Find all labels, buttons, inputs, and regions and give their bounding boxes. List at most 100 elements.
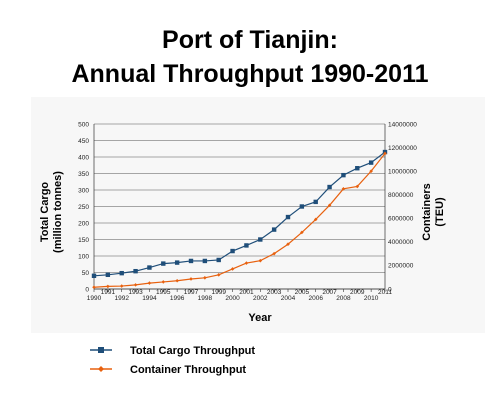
x-tick-label: 2006 [308,295,323,302]
legend-label-total-cargo: Total Cargo Throughput [130,345,255,357]
data-point-total-cargo [174,260,180,265]
x-tick-label: 2005 [295,289,310,296]
left-axis-ticks: 0 50 100 150 200 250 300 350 400 450 500 [78,121,89,293]
right-tick-label: 10000000 [388,168,417,175]
data-point-total-cargo [91,273,97,278]
data-point-total-cargo [188,258,194,264]
x-tick-label: 2007 [322,289,337,296]
right-tick-label: 6000000 [388,216,414,223]
x-tick-label: 1996 [170,295,185,302]
plot-background [31,97,485,333]
series-group [91,149,388,290]
left-tick-label: 400 [78,154,89,161]
data-point-container [369,169,373,173]
left-tick-label: 500 [78,121,89,128]
data-point-total-cargo [161,261,166,266]
right-tick-label: 2000000 [388,263,414,270]
data-point-container [133,283,138,287]
data-point-total-cargo [230,248,235,254]
right-axis-ticks: 0 2000000 4000000 6000000 8000000 10000000 120… [388,121,417,293]
series-line-container [93,153,386,288]
x-tick-label: 1990 [87,295,102,302]
x-tick-label: 1992 [114,295,129,302]
data-point-total-cargo [244,243,249,248]
data-point-total-cargo [271,227,277,232]
data-point-container [189,277,193,281]
right-axis-title: Containers (TEU) [421,183,446,240]
left-tick-label: 450 [78,138,89,145]
right-tick-label: 12000000 [388,145,417,152]
data-point-total-cargo [216,257,221,263]
data-point-container [216,273,221,277]
data-point-total-cargo [368,160,374,165]
left-axis-title: Total Cargo (million tonnes) [39,171,64,253]
legend-marker-diamond-icon [98,366,104,372]
x-tick-label: 2003 [267,289,282,296]
chart-title-line-1: Port of Tianjin: [162,26,338,54]
legend-marker-square-icon [98,347,104,353]
x-tick-label: 1993 [128,289,143,296]
left-tick-label: 350 [78,171,89,178]
legend-label-container: Container Throughput [130,364,246,376]
data-point-container [147,281,152,285]
x-tick-label: 2002 [253,295,268,302]
data-point-container [175,278,179,283]
data-point-total-cargo [313,199,318,205]
data-point-container [313,217,318,222]
data-point-container [286,242,290,247]
right-tick-label: 14000000 [388,121,417,128]
x-axis-title: Year [248,312,272,324]
x-tick-label: 2009 [350,289,365,296]
x-tick-label: 2001 [239,289,254,296]
x-tick-label: 1999 [211,289,226,296]
data-point-container [230,267,235,271]
data-point-container [300,230,304,235]
data-point-total-cargo [285,214,291,220]
data-point-container [161,280,166,284]
x-tick-label: 2000 [225,295,240,302]
x-tick-label: 2004 [281,295,296,302]
data-point-container [341,187,346,191]
x-axis-ticks: 1990199119921993199419951996199719981999… [87,289,392,302]
left-tick-label: 100 [78,253,89,260]
gridlines [94,123,385,290]
data-point-container [383,151,387,156]
data-point-total-cargo [147,265,152,270]
right-tick-label: 0 [388,286,392,293]
data-point-container [355,184,360,189]
x-tick-label: 1997 [184,289,199,296]
chart-title-line-2: Annual Throughput 1990-2011 [71,60,429,88]
left-axis-title-line-2: (million tonnes) [52,171,64,253]
left-tick-label: 50 [82,270,90,277]
left-tick-label: 150 [78,237,89,244]
data-point-total-cargo [355,166,360,171]
x-tick-label: 2010 [364,295,379,302]
data-point-container [244,261,249,265]
legend: Total Cargo Throughput Container Through… [90,345,255,376]
data-point-total-cargo [299,204,305,209]
legend-item-total-cargo: Total Cargo Throughput [90,345,255,357]
left-tick-label: 300 [78,187,89,194]
series-line-total-cargo [93,151,386,277]
data-point-total-cargo [119,270,124,276]
data-point-container [92,285,96,290]
left-tick-label: 250 [78,204,89,211]
x-tick-label: 2008 [336,295,351,302]
x-tick-label: 1991 [101,289,116,296]
data-point-total-cargo [341,172,346,178]
right-tick-label: 4000000 [388,239,414,246]
data-point-container [258,258,263,263]
data-point-total-cargo [133,268,138,274]
data-point-container [203,276,207,280]
left-tick-label: 0 [85,286,89,293]
data-point-container [106,284,110,289]
x-tick-label: 1995 [156,289,171,296]
legend-item-container: Container Throughput [90,364,246,376]
data-point-total-cargo [202,258,208,264]
data-point-container [272,251,276,256]
x-tick-label: 1998 [198,295,213,302]
left-tick-label: 200 [78,220,89,227]
data-point-total-cargo [258,237,263,242]
